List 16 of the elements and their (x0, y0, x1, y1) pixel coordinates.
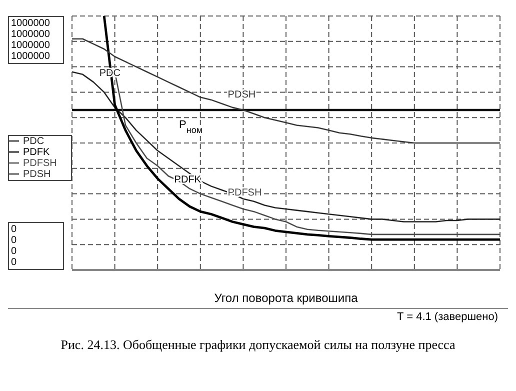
text: 0 (11, 257, 18, 268)
legend-label: PDSH (23, 169, 51, 180)
text: 0 (11, 235, 18, 246)
text: 1000000 (11, 18, 51, 29)
text: PDSH (228, 90, 256, 101)
legend-label: PDFK (23, 147, 50, 158)
text: 0 (11, 246, 18, 257)
text: 0 (11, 224, 18, 235)
text: 1000000 (11, 40, 51, 51)
text: 1000000 (11, 51, 51, 62)
text: T = 4.1 (завершено) (397, 311, 498, 323)
legend-label: PDC (23, 136, 44, 147)
text: 1000000 (11, 29, 51, 40)
text: Рис. 24.13. Обобщенные графики допускаемой силы на ползуне пресса (60, 337, 456, 353)
legend-label: PDFSH (23, 158, 57, 169)
x-axis-title: Угол поворота кривошипа (214, 291, 358, 305)
